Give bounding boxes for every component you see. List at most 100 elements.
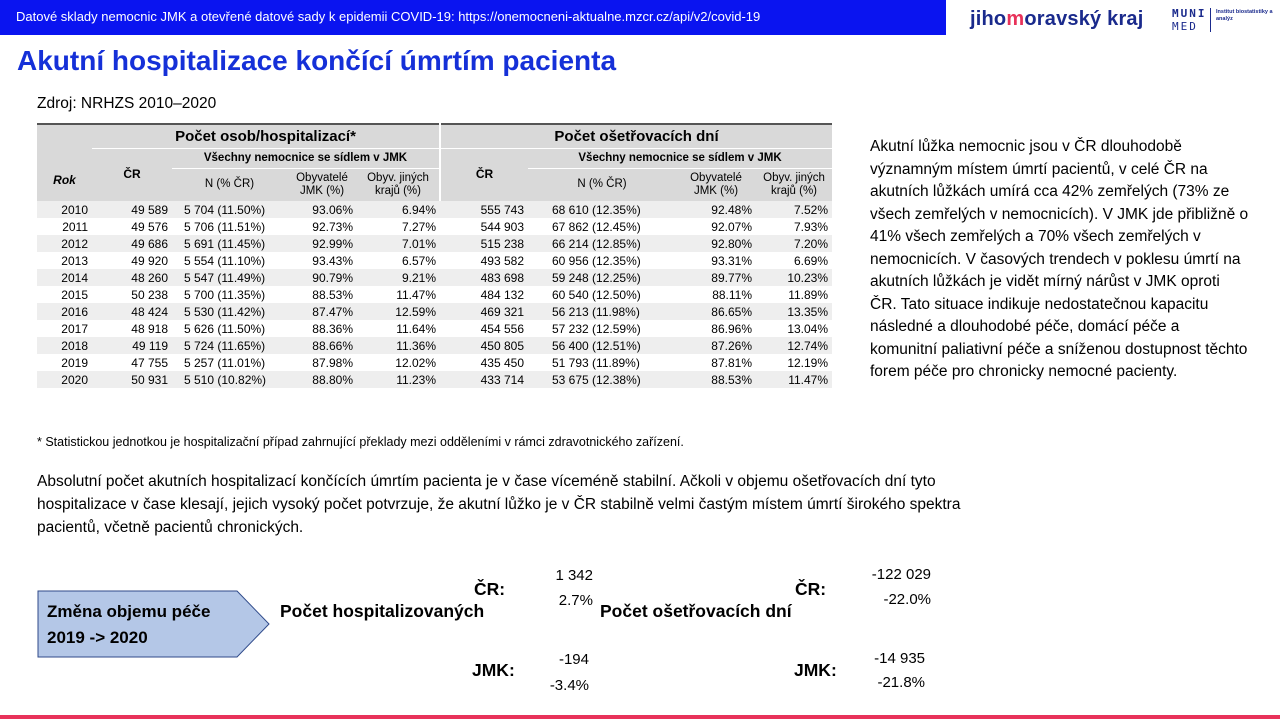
cell-persons-jmk: 88.66% [287, 337, 357, 354]
cell-days-other: 10.23% [756, 269, 833, 286]
cell-days-n: 67 862 (12.45%) [552, 219, 641, 234]
cell-days-jmk: 86.96% [711, 321, 752, 336]
table-row: 2012 49 686 5 691 (11.45%) 92.99% 7.01% 515 2… [37, 235, 833, 252]
cell-year: 2020 [37, 371, 92, 388]
cell-days-cr: 544 903 [480, 219, 524, 234]
table-row: 2011 49 576 5 706 (11.51%) 92.73% 7.27% 544 9… [37, 218, 832, 235]
cell-days-other: 13.35% [756, 303, 833, 320]
header-year: Rok [37, 124, 92, 201]
commentary-text: Akutní lůžka nemocnic jsou v ČR dlouhodo… [870, 138, 1249, 380]
cell-persons-other: 11.36% [357, 337, 440, 354]
cell-year: 2019 [61, 355, 88, 370]
jmk-logo-part2: m [1006, 8, 1025, 30]
cell-days-cr: 450 805 [440, 337, 528, 354]
data-source: Zdroj: NRHZS 2010–2020 [37, 95, 217, 112]
cell-days-jmk: 88.53% [676, 371, 756, 388]
cell-persons-cr: 49 119 [92, 337, 172, 354]
cell-persons-jmk: 88.53% [312, 287, 353, 302]
cell-persons-cr: 50 931 [92, 371, 172, 388]
cell-persons-cr: 48 424 [92, 303, 172, 320]
header-persons-group: Počet osob/hospitalizací* [92, 124, 440, 148]
logo-divider [1210, 8, 1211, 32]
header-persons-n: N (% ČR) [172, 167, 287, 201]
cell-persons-n: 5 530 (11.42%) [172, 303, 287, 320]
days-jmk-key: JMK: [794, 660, 837, 680]
header-days-cr: ČR [439, 147, 528, 201]
cell-days-n: 66 214 (12.85%) [528, 235, 676, 252]
cell-persons-jmk: 92.73% [312, 219, 353, 234]
cell-days-other: 7.52% [756, 201, 833, 218]
cell-year: 2017 [61, 321, 88, 336]
cell-days-n: 56 400 (12.51%) [528, 337, 676, 354]
cell-persons-jmk: 87.47% [287, 303, 357, 320]
cell-persons-jmk: 90.79% [287, 269, 357, 286]
cell-persons-n: 5 547 (11.49%) [172, 269, 287, 286]
cell-days-jmk: 93.31% [711, 253, 752, 268]
days-jmk-pct: -21.8% [877, 674, 925, 691]
change-arrow-label: Změna objemu péče 2019 -> 2020 [47, 599, 210, 651]
footnote: * Statistickou jednotkou je hospitalizač… [37, 435, 684, 449]
cell-persons-jmk: 87.98% [312, 355, 353, 370]
header-persons-cr: ČR [92, 147, 172, 201]
cell-persons-other: 9.21% [357, 269, 440, 286]
cell-persons-other: 11.47% [396, 287, 436, 302]
cell-persons-other: 12.59% [357, 303, 440, 320]
header-days-n: N (% ČR) [528, 167, 676, 201]
cell-days-n: 59 248 (12.25%) [528, 269, 676, 286]
cell-year: 2015 [61, 287, 88, 302]
cell-persons-other: 7.01% [357, 235, 440, 252]
cell-persons-jmk: 93.06% [287, 201, 357, 218]
cell-persons-n: 5 704 (11.50%) [172, 201, 287, 218]
footer-accent-line [0, 715, 1280, 719]
cell-persons-other: 7.27% [401, 219, 436, 234]
header-persons-jmk: Obyvatelé JMK (%) [287, 167, 357, 201]
cell-persons-n: 5 626 (11.50%) [184, 321, 266, 336]
cell-persons-jmk: 88.80% [287, 371, 357, 388]
cell-persons-n: 5 700 (11.35%) [184, 287, 266, 302]
cell-year: 2011 [62, 219, 88, 234]
cell-days-cr: 433 714 [440, 371, 528, 388]
cell-days-jmk: 87.26% [676, 337, 756, 354]
cell-days-other: 13.04% [787, 321, 829, 336]
cell-persons-jmk: 88.36% [312, 321, 353, 336]
hosp-cr-key: ČR: [474, 579, 506, 599]
cell-persons-cr: 48 260 [92, 269, 172, 286]
cell-days-n: 60 540 (12.50%) [552, 287, 641, 302]
table-row: 2020 50 931 5 510 (10.82%) 88.80% 11.23% 433 … [37, 371, 833, 388]
cell-persons-jmk: 93.43% [312, 253, 353, 268]
cell-days-jmk: 86.65% [676, 303, 756, 320]
cell-days-jmk: 92.80% [676, 235, 756, 252]
table-body: 2010 49 589 5 704 (11.50%) 93.06% 6.94% 555 7… [37, 201, 833, 388]
cell-days-n: 60 956 (12.35%) [552, 253, 641, 268]
header-persons-other: Obyv. jiných krajů (%) [357, 167, 440, 201]
cell-days-other: 11.47% [756, 371, 833, 388]
table-row: 2018 49 119 5 724 (11.65%) 88.66% 11.36% 450 … [37, 337, 833, 354]
jmk-logo: jihomoravský kraj [970, 8, 1144, 31]
cell-days-jmk: 92.07% [711, 219, 752, 234]
cell-persons-cr: 49 589 [92, 201, 172, 218]
jmk-logo-part1: jiho [970, 8, 1007, 30]
cell-days-other: 6.69% [794, 253, 829, 268]
arrow-shape [37, 590, 270, 658]
bed-days-label: Počet ošetřovacích dní [600, 601, 792, 621]
hospitalization-table: Rok Počet osob/hospitalizací* Počet ošet… [37, 123, 833, 388]
cell-persons-other: 11.64% [396, 321, 436, 336]
cell-persons-n: 5 691 (11.45%) [172, 235, 287, 252]
cell-persons-cr: 48 918 [131, 321, 168, 336]
table-row: 2017 48 918 5 626 (11.50%) 88.36% 11.64% 454 … [37, 320, 832, 337]
table-row: 2015 50 238 5 700 (11.35%) 88.53% 11.47% 484 … [37, 286, 832, 303]
header-days-jmk: Obyvatelé JMK (%) [676, 167, 756, 201]
cell-persons-other: 11.23% [357, 371, 440, 388]
cell-persons-cr: 49 920 [131, 253, 168, 268]
med-word: MED [1172, 20, 1198, 33]
source-banner: Datové sklady nemocnic JMK a otevřené da… [0, 0, 946, 35]
cell-persons-cr: 49 686 [92, 235, 172, 252]
table-row: 2019 47 755 5 257 (11.01%) 87.98% 12.02% 435 … [37, 354, 832, 371]
cell-persons-n: 5 257 (11.01%) [184, 355, 266, 370]
change-arrow-line2: 2019 -> 2020 [47, 628, 148, 647]
page-title: Akutní hospitalizace končící úmrtím paci… [17, 45, 617, 76]
hosp-jmk-key: JMK: [472, 660, 515, 680]
institute-name: Institut biostatistiky a analýz [1216, 9, 1273, 22]
cell-persons-cr: 47 755 [131, 355, 168, 370]
cell-persons-n: 5 554 (11.10%) [184, 253, 266, 268]
